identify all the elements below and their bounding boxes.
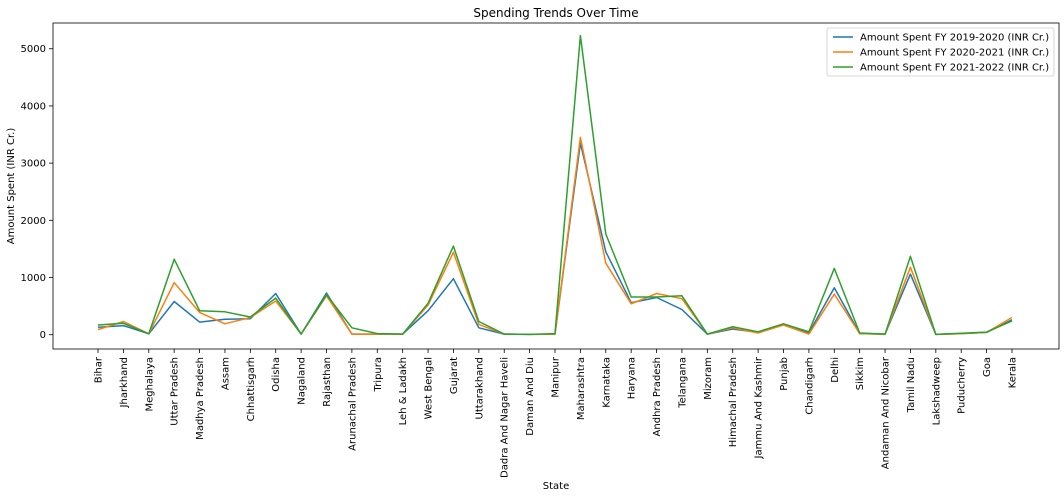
x-tick-label: Uttarakhand (474, 357, 485, 419)
series-line-1 (97, 142, 1013, 336)
legend-entry: Amount Spent FY 2020-2021 (INR Cr.) (860, 48, 1049, 59)
x-tick-label: Goa (982, 357, 993, 377)
x-tick-label: Andaman And Nicobar (881, 356, 892, 469)
x-tick-label: Rajasthan (322, 357, 333, 407)
x-tick-label: Andhra Pradesh (652, 357, 663, 436)
x-axis-label: State (543, 481, 569, 492)
x-tick-label: Manipur (551, 356, 562, 398)
x-tick-label: Madhya Pradesh (195, 357, 206, 440)
x-tick-label: Delhi (830, 357, 841, 383)
y-axis-label: Amount Spent (INR Cr.) (6, 128, 17, 245)
y-tick-label: 5000 (21, 44, 46, 55)
x-tick-label: Tripura (373, 357, 384, 392)
x-tick-label: Meghalaya (144, 357, 155, 412)
legend-box (826, 27, 1055, 77)
x-tick-label: Maharashtra (576, 357, 587, 420)
x-tick-label: Odisha (271, 357, 282, 392)
x-tick-label: Jharkhand (119, 357, 130, 408)
x-tick-label: Leh & Ladakh (398, 357, 409, 425)
y-tick-label: 2000 (21, 216, 46, 227)
x-tick-label: Lakshadweep (931, 357, 942, 425)
legend: Amount Spent FY 2019-2020 (INR Cr.) Amoun… (826, 27, 1055, 77)
legend-entry: Amount Spent FY 2019-2020 (INR Cr.) (860, 33, 1049, 44)
plot-frame (52, 22, 1060, 350)
y-tick-label: 3000 (21, 159, 46, 170)
x-tick-label: Punjab (779, 357, 790, 391)
x-tick-label: Karnataka (601, 357, 612, 408)
x-tick-label: Mizoram (703, 357, 714, 400)
x-tick-label: Uttar Pradesh (170, 357, 181, 426)
x-tick-label: Arunachal Pradesh (347, 357, 358, 451)
x-tick-label: Telangana (677, 357, 688, 409)
x-tick-label: Puducherry (957, 357, 968, 414)
legend-entry: Amount Spent FY 2021-2022 (INR Cr.) (860, 63, 1049, 74)
x-tick-label: Dadra And Nagar Haveli (500, 357, 511, 478)
plot-area (97, 34, 1013, 336)
x-tick-label: Sikkim (855, 357, 866, 390)
x-tick-label: Chhattisgarh (246, 357, 257, 421)
x-tick-label: Assam (220, 357, 231, 390)
x-tick-label: Gujarat (449, 357, 460, 394)
chart-title: Spending Trends Over Time (473, 6, 638, 20)
x-tick-label: Chandigarh (804, 357, 815, 415)
x-tick-label: Haryana (627, 357, 638, 399)
y-tick-label: 4000 (21, 101, 46, 112)
y-tick-label: 0 (40, 330, 46, 341)
x-tick-label: Tamil Nadu (906, 357, 917, 413)
x-tick-label: Daman And Diu (525, 357, 536, 436)
x-tick-label: Himachal Pradesh (728, 357, 739, 447)
y-tick-label: 1000 (21, 273, 46, 284)
x-axis: Bihar Jharkhand Meghalaya Uttar Pradesh Madh… (94, 349, 1019, 478)
series-line-3 (97, 34, 1013, 336)
x-tick-label: Bihar (94, 356, 105, 383)
series-line-2 (97, 136, 1013, 336)
x-tick-label: Nagaland (297, 357, 308, 405)
x-tick-label: West Bengal (424, 357, 435, 419)
y-axis: 0 1000 2000 3000 4000 5000 (21, 44, 53, 341)
x-tick-label: Jammu And Kashmir (754, 356, 765, 459)
x-tick-label: Kerala (1008, 357, 1019, 388)
